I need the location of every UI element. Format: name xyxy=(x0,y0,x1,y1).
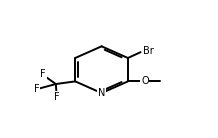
Text: F: F xyxy=(34,84,39,94)
Text: F: F xyxy=(40,69,46,79)
Text: F: F xyxy=(54,92,60,102)
Text: N: N xyxy=(98,88,105,98)
Text: Br: Br xyxy=(143,46,153,56)
Text: O: O xyxy=(141,76,149,86)
